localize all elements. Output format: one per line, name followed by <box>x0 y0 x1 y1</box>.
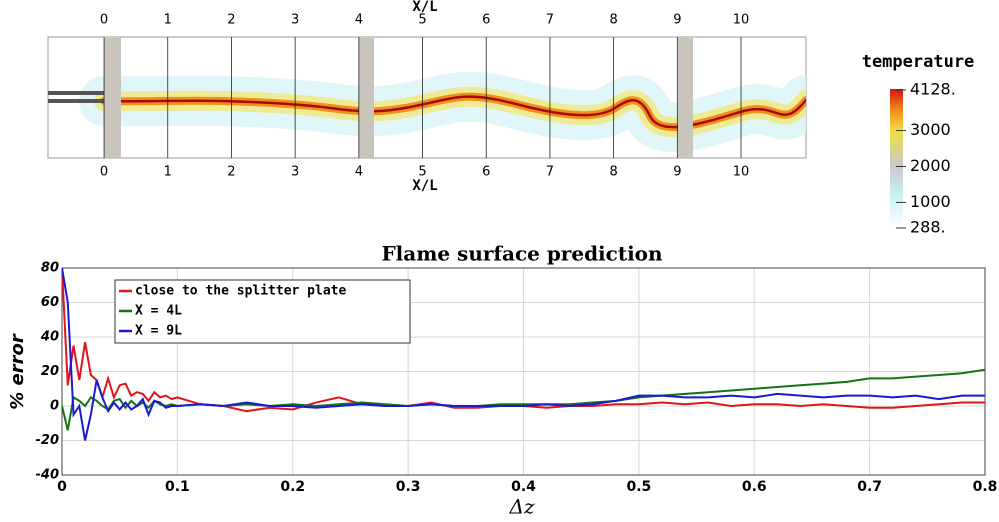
x-tick-label: 0.2 <box>280 479 305 495</box>
plate <box>359 38 374 158</box>
x-tick-label: 10 <box>733 165 750 180</box>
x-tick-label: 0.7 <box>857 479 882 495</box>
x-axis-label: Δz <box>509 495 535 519</box>
x-tick-label: 9 <box>673 165 681 180</box>
x-tick-label-top: 9 <box>673 13 681 28</box>
y-tick-label: 40 <box>40 330 59 345</box>
colorbar-tick-label: 2000 <box>910 156 951 175</box>
plate <box>104 38 121 158</box>
x-tick-label-top: 2 <box>227 13 235 28</box>
x-tick-label: 0.6 <box>742 479 767 495</box>
y-axis-label: % error <box>7 333 28 410</box>
x-tick-label: 8 <box>609 165 617 180</box>
legend-box <box>114 279 411 344</box>
x-tick-label-top: 4 <box>355 13 363 28</box>
x-tick-label: 0 <box>100 165 108 180</box>
x-tick-label: 0.3 <box>396 479 421 495</box>
x-tick-label: 0.4 <box>511 479 536 495</box>
x-tick-label: 1 <box>164 165 172 180</box>
series-line <box>62 268 985 413</box>
colorbar-tick-label: 3000 <box>910 120 951 139</box>
legend-label: X = 4L <box>135 304 182 319</box>
colorbar-title: temperature <box>862 52 975 72</box>
x-tick-label-top: 10 <box>733 13 750 28</box>
splitter-plate <box>48 91 104 95</box>
x-tick-label-top: 7 <box>546 13 554 28</box>
x-axis-label-top: X/L <box>412 0 437 15</box>
colorbar-tick-label: 288. <box>910 218 946 237</box>
x-tick-label-top: 6 <box>482 13 490 28</box>
colorbar-tick-label: 1000 <box>910 192 951 211</box>
x-tick-label: 3 <box>291 165 299 180</box>
flame <box>79 71 806 153</box>
series-line <box>62 368 985 431</box>
x-tick-label-top: 8 <box>609 13 617 28</box>
legend-label: close to the splitter plate <box>135 284 346 299</box>
temperature-field <box>47 36 807 159</box>
x-tick-label: 2 <box>227 165 235 180</box>
y-tick-label: -20 <box>36 433 60 448</box>
colorbar-tick-label: 4128. <box>910 80 956 99</box>
x-tick-label: 0.5 <box>626 479 651 495</box>
x-tick-label: 0.1 <box>165 479 190 495</box>
x-tick-label: 7 <box>546 165 554 180</box>
x-tick-label-top: 5 <box>418 13 426 28</box>
y-tick-label: 0 <box>50 399 59 414</box>
x-axis-label: X/L <box>412 178 437 194</box>
y-tick-label: -40 <box>36 468 60 483</box>
x-tick-label: 6 <box>482 165 490 180</box>
x-tick-label: 4 <box>355 165 363 180</box>
x-tick-label-top: 0 <box>100 13 108 28</box>
x-tick-label-top: 1 <box>164 13 172 28</box>
y-tick-label: 20 <box>41 364 59 379</box>
y-tick-label: 80 <box>41 261 59 276</box>
chart-title: Flame surface prediction <box>381 242 663 266</box>
x-tick-label: 5 <box>418 165 426 180</box>
y-tick-label: 60 <box>41 295 59 310</box>
plot-lines <box>62 268 985 441</box>
legend-label: X = 9L <box>135 324 182 339</box>
plot-frame <box>61 267 986 476</box>
colorbar <box>890 89 903 229</box>
series-line <box>62 268 985 441</box>
x-tick-label: 0 <box>57 479 67 495</box>
x-tick-label: 0.8 <box>973 479 998 495</box>
x-tick-label-top: 3 <box>291 13 299 28</box>
splitter-plate <box>48 99 104 103</box>
plate <box>678 38 693 158</box>
